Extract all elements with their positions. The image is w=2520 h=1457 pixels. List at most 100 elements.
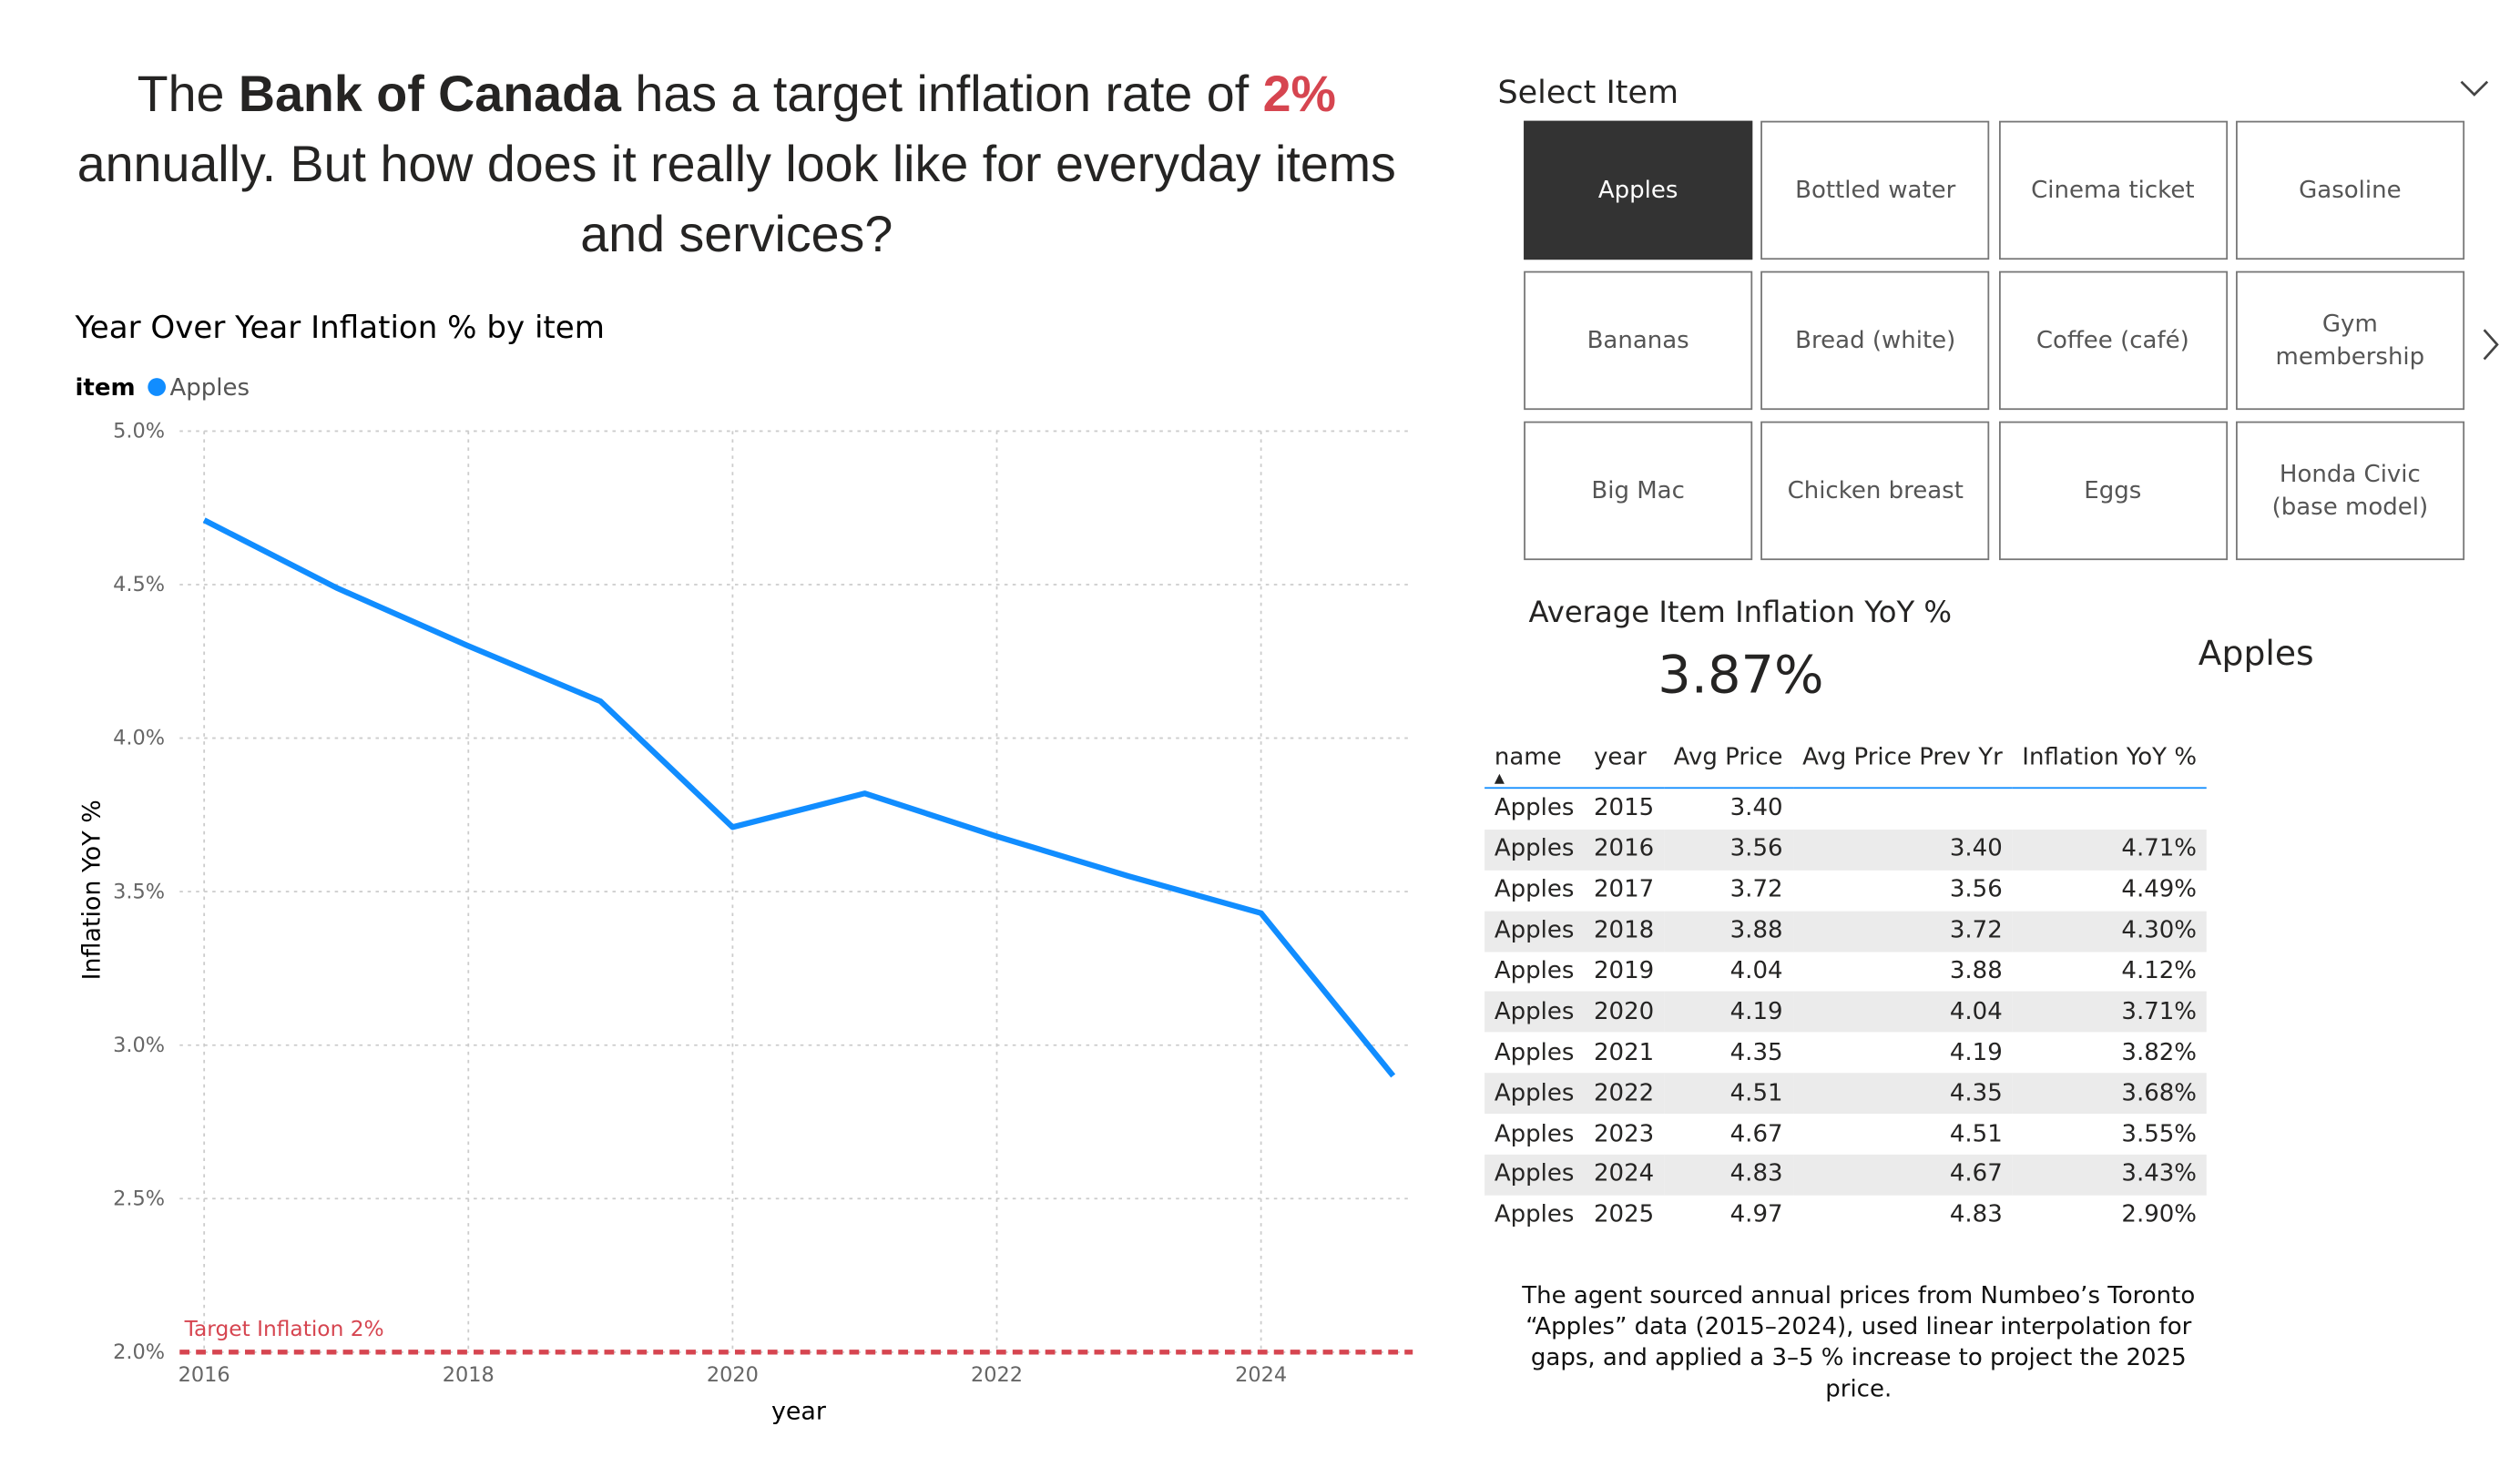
- series-line: [202, 517, 1396, 1078]
- table-cell: 2023: [1593, 1121, 1655, 1147]
- slicer-button[interactable]: Chicken breast: [1760, 421, 1990, 561]
- table-cell: 3.55%: [2121, 1121, 2198, 1147]
- table-cell: 4.04: [1729, 958, 1783, 985]
- chart-title: Year Over Year Inflation % by item: [74, 310, 604, 346]
- table-cell: 3.88: [1949, 958, 2003, 985]
- table-cell: 4.19: [1663, 992, 1793, 1033]
- table-cell: Apples: [1484, 1073, 1585, 1115]
- table-cell: 4.49%: [2121, 877, 2198, 904]
- table-row: Apples 2021 4.35 4.19 3.82%: [1484, 1033, 2207, 1074]
- table-cell: 2021: [1593, 1039, 1655, 1066]
- table-cell: Apples: [1494, 877, 1575, 904]
- table-cell: [1792, 788, 2012, 830]
- table-row: Apples 2017 3.72 3.56 4.49%: [1484, 870, 2207, 911]
- table-cell: 4.35: [1729, 1039, 1783, 1066]
- table-cell: Apples: [1484, 911, 1585, 952]
- y-tick-label: 2.0%: [113, 1340, 165, 1364]
- column-header[interactable]: year: [1584, 738, 1664, 790]
- table-cell: Apples: [1484, 829, 1585, 871]
- headline-part: Bank of Canada: [238, 65, 621, 123]
- legend-title: item: [75, 374, 135, 402]
- column-header[interactable]: Avg Price: [1663, 738, 1793, 790]
- line-chart: Year Over Year Inflation % by item item Ap…: [74, 310, 1413, 1425]
- table-row: Apples 2018 3.88 3.72 4.30%: [1484, 911, 2207, 952]
- slicer-next[interactable]: [2479, 327, 2502, 362]
- slicer-button[interactable]: Apples: [1524, 120, 1753, 260]
- table-row: Apples 2019 4.04 3.88 4.12%: [1484, 952, 2207, 993]
- table-cell: 3.82%: [2121, 1039, 2198, 1066]
- table-cell: 2019: [1593, 958, 1655, 985]
- table-cell: 3.43%: [2012, 1154, 2207, 1196]
- slicer-dropdown[interactable]: [2458, 76, 2491, 99]
- table-cell: Apples: [1494, 1039, 1575, 1066]
- slicer-button[interactable]: Cinema ticket: [1998, 120, 2228, 260]
- table-cell: 4.83: [1663, 1154, 1793, 1196]
- slicer-button[interactable]: Bread (white): [1760, 270, 1990, 411]
- table-cell: 3.40: [1792, 829, 2013, 871]
- sort-indicator: ▲: [1494, 770, 1505, 786]
- table-cell: Apples: [1484, 992, 1585, 1033]
- legend-label: Apples: [170, 374, 250, 402]
- slicer-button[interactable]: Big Mac: [1524, 421, 1753, 561]
- table-row: Apples 2025 4.97 4.83 2.90%: [1484, 1196, 2207, 1237]
- table-cell: 4.67: [1792, 1154, 2013, 1196]
- x-tick-label: 2020: [707, 1363, 759, 1387]
- headline: The Bank of Canada has a target inflatio…: [49, 59, 1424, 270]
- table-cell: [2013, 788, 2207, 830]
- column-header[interactable]: Avg Price Prev Yr: [1792, 738, 2013, 790]
- slicer-button[interactable]: Gasoline: [2235, 120, 2464, 260]
- table-cell: 3.72: [1729, 877, 1783, 904]
- table-row: Apples 2015 3.40: [1484, 788, 2207, 830]
- table-cell: 4.83: [1949, 1202, 2003, 1229]
- slicer-button[interactable]: Gym membership: [2235, 270, 2464, 411]
- card-label: Average Item Inflation YoY %: [1528, 596, 1953, 631]
- x-tick-label: 2016: [179, 1363, 230, 1387]
- column-header[interactable]: name ▲: [1484, 738, 1585, 790]
- table-cell: 3.71%: [2012, 992, 2207, 1033]
- slicer-button[interactable]: Bananas: [1524, 270, 1753, 411]
- table-cell: 4.51: [1949, 1121, 2003, 1147]
- table-cell: Apples: [1484, 1154, 1585, 1196]
- column-header[interactable]: Inflation YoY %: [2012, 738, 2207, 790]
- card-item: Apples: [2198, 633, 2314, 673]
- table-cell: 3.72: [1792, 911, 2013, 952]
- y-tick-label: 4.5%: [113, 573, 165, 596]
- table-row: Apples 2020 4.19 4.04 3.71%: [1484, 992, 2207, 1033]
- table-cell: 4.67: [1729, 1121, 1783, 1147]
- table-cell: 4.19: [1949, 1039, 2003, 1066]
- table-cell: 2022: [1584, 1073, 1664, 1115]
- headline-part: 2%: [1262, 65, 1336, 123]
- headline-part: has a target inflation rate of: [620, 65, 1263, 123]
- y-tick-label: 3.0%: [113, 1034, 165, 1057]
- table-cell: 3.40: [1729, 796, 1783, 822]
- table-row: Apples 2016 3.56 3.40 4.71%: [1484, 829, 2207, 871]
- table-cell: 2018: [1584, 911, 1664, 952]
- table-cell: 4.71%: [2012, 829, 2207, 871]
- y-axis-title: Inflation YoY %: [77, 800, 106, 980]
- table-cell: 2017: [1593, 877, 1655, 904]
- table-cell: 4.12%: [2121, 958, 2198, 985]
- table-cell: Apples: [1494, 1121, 1575, 1147]
- table-cell: 3.56: [1949, 877, 2003, 904]
- slicer-button[interactable]: Eggs: [1998, 421, 2228, 561]
- table-cell: 3.68%: [2012, 1073, 2207, 1115]
- table-row: Apples 2024 4.83 4.67 3.43%: [1484, 1154, 2207, 1196]
- table-cell: 2.90%: [2121, 1202, 2198, 1229]
- reference-label: Target Inflation 2%: [184, 1317, 384, 1341]
- slicer-button[interactable]: Honda Civic (base model): [2235, 421, 2464, 561]
- x-tick-label: 2024: [1235, 1363, 1287, 1387]
- table-row: Apples 2022 4.51 4.35 3.68%: [1484, 1073, 2207, 1115]
- x-axis-title: year: [771, 1397, 827, 1425]
- slicer-button[interactable]: Bottled water: [1760, 120, 1990, 260]
- y-tick-label: 4.0%: [113, 727, 165, 750]
- table-cell: 3.56: [1663, 829, 1793, 871]
- headline-part: The: [137, 65, 239, 123]
- table-row: Apples 2023 4.67 4.51 3.55%: [1484, 1114, 2207, 1155]
- table-cell: 4.04: [1792, 992, 2013, 1033]
- headline-part: annually. But how does it really look li…: [77, 135, 1396, 263]
- y-tick-label: 3.5%: [113, 880, 165, 903]
- slicer-button[interactable]: Coffee (café): [1998, 270, 2228, 411]
- table-cell: Apples: [1494, 958, 1575, 985]
- table-cell: Apples: [1494, 796, 1575, 822]
